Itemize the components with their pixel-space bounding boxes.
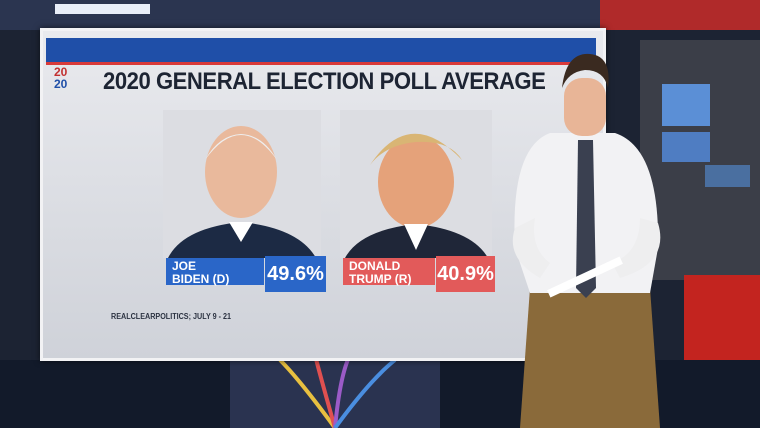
candidate-photo <box>163 110 321 258</box>
name-line: JOE <box>172 259 197 273</box>
poll-value: 49.6% <box>265 256 326 292</box>
poll-value: 40.9% <box>436 256 495 292</box>
name-line: DONALD <box>349 259 401 273</box>
logo-top: 20 <box>54 65 68 79</box>
source-note: REALCLEARPOLITICS; JULY 9 - 21 <box>111 312 232 321</box>
candidate-name: JOE BIDEN (D) <box>166 258 264 286</box>
candidate-name: DONALD TRUMP (R) <box>343 258 435 286</box>
header-bar <box>46 38 596 65</box>
logo: 20 20 <box>54 66 67 90</box>
presenter <box>512 53 661 428</box>
name-line: TRUMP (R) <box>349 272 412 286</box>
title: 2020 GENERAL ELECTION POLL AVERAGE <box>103 68 546 95</box>
name-line: BIDEN (D) <box>172 272 230 286</box>
candidate-photo <box>340 110 492 258</box>
logo-bottom: 20 <box>54 77 68 91</box>
